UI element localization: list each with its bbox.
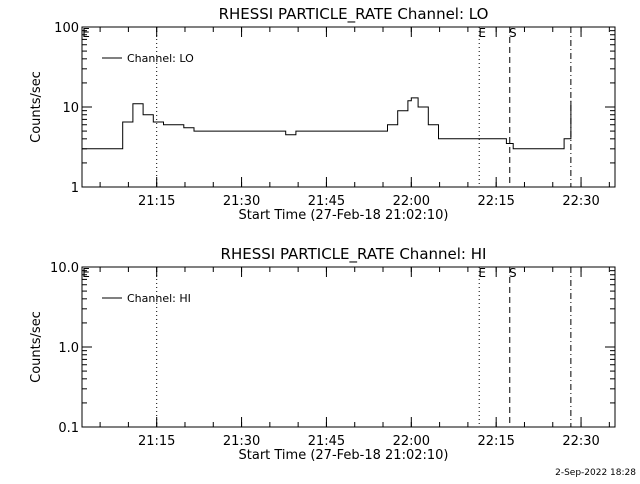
x-tick-label: 21:30 <box>223 194 260 209</box>
series-line-0 <box>82 97 572 150</box>
y-tick-label: 1 <box>71 181 79 196</box>
x-tick-label: 21:15 <box>138 434 175 449</box>
plot-frame <box>81 266 616 428</box>
y-tick-label: 0.1 <box>58 421 79 436</box>
x-tick-label: 22:15 <box>477 194 514 209</box>
x-axis-label: Start Time (27-Feb-18 21:02:10) <box>239 448 449 463</box>
event-marker-label: E <box>478 266 486 280</box>
x-tick-label: 21:15 <box>138 194 175 209</box>
event-marker-label: S <box>509 26 517 40</box>
y-axis-label: Counts/sec <box>29 311 44 383</box>
event-marker-label: E <box>82 266 90 280</box>
event-marker-label: S <box>509 266 517 280</box>
plot-frame <box>81 26 616 188</box>
legend-entry: Channel: HI <box>127 292 191 305</box>
y-tick-label: 10.0 <box>50 261 79 276</box>
chart-panel-0: RHESSI PARTICLE_RATE Channel: LO Counts/s… <box>29 5 616 223</box>
x-tick-label: 21:45 <box>308 434 345 449</box>
y-axis-label: Counts/sec <box>29 71 44 143</box>
footer-timestamp: 2-Sep-2022 18:28 <box>555 468 636 478</box>
event-marker-label: E <box>82 26 90 40</box>
legend-entry: Channel: LO <box>127 52 194 65</box>
x-tick-label: 22:30 <box>562 194 599 209</box>
x-axis-label: Start Time (27-Feb-18 21:02:10) <box>239 208 449 223</box>
chart-title: RHESSI PARTICLE_RATE Channel: HI <box>221 245 487 264</box>
x-tick-label: 22:00 <box>393 434 430 449</box>
x-tick-label: 22:30 <box>562 434 599 449</box>
y-tick-label: 1.0 <box>58 341 79 356</box>
y-tick-label: 100 <box>54 21 79 36</box>
chart-title: RHESSI PARTICLE_RATE Channel: LO <box>219 5 489 24</box>
x-tick-label: 22:00 <box>393 194 430 209</box>
chart-panel-1: RHESSI PARTICLE_RATE Channel: HI Counts/s… <box>29 245 616 463</box>
x-tick-label: 22:15 <box>477 434 514 449</box>
x-tick-label: 21:30 <box>223 434 260 449</box>
event-marker-label: E <box>478 26 486 40</box>
y-tick-label: 10 <box>62 101 79 116</box>
x-tick-label: 21:45 <box>308 194 345 209</box>
